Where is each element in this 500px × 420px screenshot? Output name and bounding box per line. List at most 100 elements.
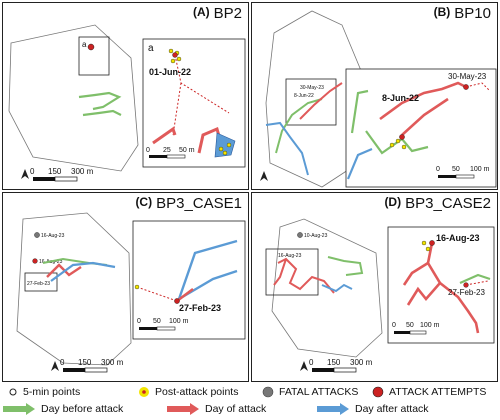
study-area-boundary — [271, 218, 383, 358]
inset-scale-label-0: 0 — [146, 147, 150, 154]
track-day-of — [152, 126, 177, 145]
fatal-attack-marker — [297, 232, 303, 238]
track-day-of-inset-2 — [439, 281, 480, 334]
track-day-before — [275, 98, 323, 154]
track-day-after — [50, 261, 116, 282]
panel-a: (A) BP2 a 0 150 300 m a 01-Jun-22 0 25 50 — [2, 2, 249, 190]
panel-b-title: (B) BP10 — [433, 5, 491, 22]
attack-attempt-marker — [32, 258, 38, 264]
scale-bar-black — [33, 177, 55, 181]
post-attack-line — [465, 82, 491, 92]
inset-scale-white — [166, 154, 186, 159]
attack-date-label: 8-Jun-22 — [382, 93, 419, 103]
inset-frame — [132, 220, 246, 340]
study-area-boundary — [16, 212, 132, 366]
scale-label-0: 0 — [60, 358, 65, 367]
post-attack-point-icon — [139, 387, 149, 397]
track-day-of-2 — [273, 258, 287, 286]
legend-day-before: Day before attack — [2, 403, 123, 415]
track-day-after — [321, 283, 353, 293]
scale-label-0: 0 — [309, 358, 314, 367]
legend-day-after: Day after attack — [316, 403, 429, 415]
locator-date-2: 8-Jun-22 — [294, 93, 314, 99]
legend-fatal: FATAL ATTACKS — [262, 386, 358, 398]
attack-date-label: 27-Feb-23 — [179, 303, 221, 313]
track-day-before — [327, 256, 364, 276]
legend-attempts: ATTACK ATTEMPTS — [372, 386, 486, 398]
inset-scale-white — [455, 174, 475, 179]
attack-attempt-marker-inset — [429, 240, 435, 246]
inset-scale-white — [409, 330, 427, 335]
panel-c-map: 16-Aug-23 16-Aug-23 27-Feb-23 0 150 300 … — [16, 212, 246, 373]
fatal-attack-icon — [262, 386, 274, 398]
panel-b-map: 30-May-23 8-Jun-22 8-Jun-22 30-May-23 0 … — [260, 10, 497, 188]
inset-scale-label-1: 50 — [452, 166, 460, 173]
scale-bar-white — [84, 367, 108, 373]
inset-letter: a — [148, 43, 154, 54]
locator-date-3: 27-Feb-23 — [27, 281, 50, 287]
scale-label-1: 150 — [48, 167, 62, 176]
inset-scale-label-1: 50 — [406, 322, 414, 329]
scale-label-1: 150 — [78, 358, 92, 367]
post-attack-cluster — [214, 132, 236, 158]
scale-bar-white — [54, 176, 78, 182]
track-day-of-inset-2 — [401, 97, 449, 136]
legend-five-min: 5-min points — [8, 386, 80, 398]
scale-bar-black — [312, 368, 334, 372]
inset-scale-black — [394, 331, 410, 334]
locator-letter: a — [82, 40, 87, 49]
five-min-point-icon — [9, 388, 17, 396]
panel-a-map: a 0 150 300 m a 01-Jun-22 0 25 50 m — [8, 24, 246, 182]
study-area-boundary — [8, 24, 139, 172]
track-day-of — [46, 263, 82, 278]
north-arrow-icon — [260, 171, 268, 181]
attack-attempt-marker-inset — [174, 298, 180, 304]
inset-scale-black — [149, 155, 167, 158]
locator-box — [265, 248, 319, 296]
inset-scale-label-0: 0 — [436, 166, 440, 173]
panel-d-title: (D) BP3_CASE2 — [384, 195, 491, 212]
track-day-of-inset — [406, 242, 442, 306]
panel-a-title: (A) BP2 — [192, 5, 242, 22]
track-day-before-inset — [350, 89, 369, 134]
track-day-of-inset — [379, 81, 467, 121]
scale-label-0: 0 — [30, 167, 35, 176]
attack-date-label-2: 27-Feb-23 — [448, 288, 485, 297]
panel-c-title: (C) BP3_CASE1 — [135, 195, 242, 212]
track-day-of-inset-3 — [402, 261, 429, 286]
panel-c: (C) BP3_CASE1 16-Aug-23 16-Aug-23 27-Feb-… — [2, 192, 249, 382]
post-attack-line-2 — [172, 82, 182, 136]
inset-scale-label-2: 100 m — [470, 166, 490, 173]
track-day-of-inset — [176, 287, 194, 303]
track-day-of — [277, 257, 335, 294]
inset-scale-black — [139, 327, 157, 330]
inset-scale-label-0: 0 — [137, 318, 141, 325]
attack-attempt-icon — [372, 386, 384, 398]
inset-scale-label-1: 50 — [153, 318, 161, 325]
locator-date-1: 10-Aug-23 — [304, 233, 328, 239]
track-day-before — [78, 91, 122, 111]
panel-d-map: 10-Aug-23 16-Aug-23 0 150 300 m 16-Aug-2… — [265, 218, 495, 373]
track-day-after — [265, 121, 309, 176]
attack-attempt-marker — [87, 43, 95, 51]
inset-scale-white — [156, 326, 176, 331]
day-before-arrow-icon — [3, 403, 35, 415]
fatal-attack-marker — [34, 232, 40, 238]
legend-post-attack: Post-attack points — [138, 386, 238, 398]
inset-scale-label-1: 25 — [163, 147, 171, 154]
locator-date-2: 16-Aug-23 — [278, 253, 302, 259]
locator-box — [285, 78, 337, 126]
attack-attempt-marker-2 — [463, 84, 469, 90]
north-arrow-icon — [21, 169, 29, 179]
attack-attempt-marker-inset-2 — [463, 282, 469, 288]
track-day-after-inset — [346, 147, 373, 180]
panel-d: (D) BP3_CASE2 10-Aug-23 16-Aug-23 0 150 3… — [251, 192, 498, 382]
scale-label-1: 150 — [327, 358, 341, 367]
inset-frame — [345, 68, 497, 188]
attack-date-label-2: 30-May-23 — [448, 72, 487, 81]
legend-day-of: Day of attack — [166, 403, 266, 415]
inset-scale-label-2: 100 m — [420, 322, 440, 329]
north-arrow-icon — [300, 361, 308, 371]
scale-label-2: 300 m — [101, 358, 124, 367]
scale-label-2: 300 m — [350, 358, 373, 367]
